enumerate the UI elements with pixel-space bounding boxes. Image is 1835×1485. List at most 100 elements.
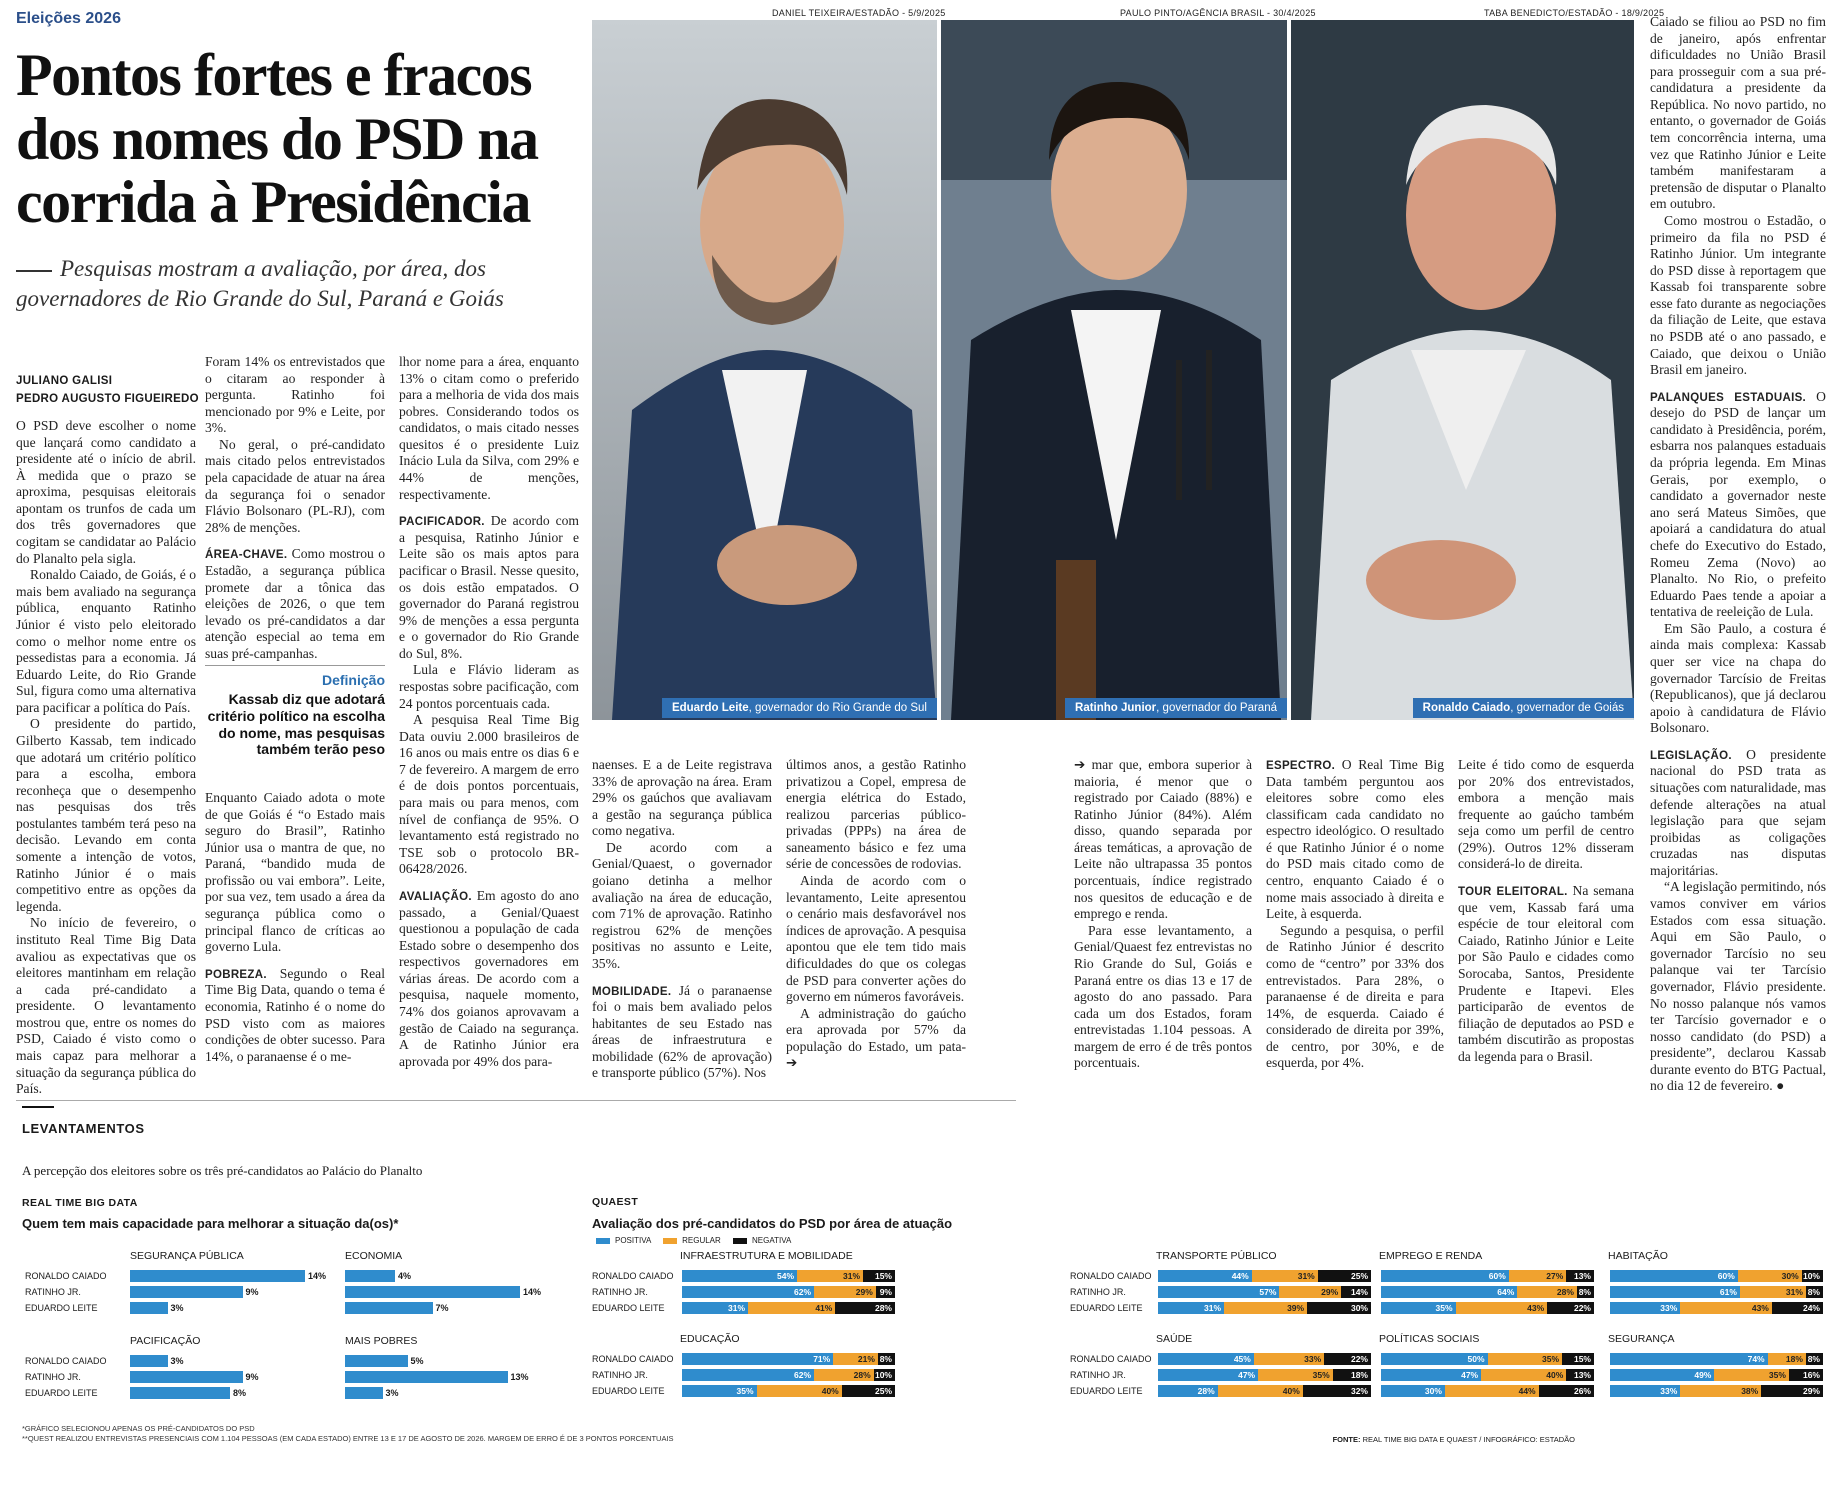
chart2-segment: 26% xyxy=(1538,1385,1594,1397)
chart2-segment: 29% xyxy=(814,1286,876,1298)
photo-eduardo-leite xyxy=(592,20,937,720)
chart1-bar-value: 3% xyxy=(170,1303,184,1313)
caption-role-1: , governador do Rio Grande do Sul xyxy=(748,702,927,714)
legend-negativa: NEGATIVA xyxy=(752,1236,792,1245)
paragraph-text: A administração do gaúcho era aprovada p… xyxy=(786,1005,966,1071)
photo-ratinho-junior xyxy=(941,20,1287,720)
paragraph: Enquanto Caiado adota o mote de que Goiá… xyxy=(205,790,385,956)
infographic-subtitle: A percepção dos eleitores sobre os três … xyxy=(22,1163,423,1178)
body-col-7: Espectro. O Real Time Big Data também pe… xyxy=(1266,757,1444,1072)
chart2-segment: 8% xyxy=(877,1353,895,1365)
paragraph: Caiado se filiou ao PSD no fim de janeir… xyxy=(1650,14,1826,213)
chart2-row-label: RONALDO CAIADO xyxy=(592,1354,674,1364)
paragraph: últimos anos, a gestão Ratinho privatizo… xyxy=(786,757,966,873)
footnotes: *GRÁFICO SELECIONOU APENAS OS PRÉ-CANDID… xyxy=(22,1424,674,1444)
paragraph-text: A pesquisa Real Time Big Data ouviu 2.00… xyxy=(399,712,579,877)
chart2-panel-title: INFRAESTRUTURA E MOBILIDADE xyxy=(680,1250,853,1262)
chart2-row-label: RONALDO CAIADO xyxy=(1070,1271,1152,1281)
paragraph: Ainda de acordo com o levantamento, Leit… xyxy=(786,873,966,1006)
chart2-row-label: RATINHO JR. xyxy=(1070,1287,1126,1297)
chart2-segment: 35% xyxy=(1258,1369,1333,1381)
body-col-6: ➔ mar que, embora superior à maioria, é … xyxy=(1074,757,1252,1072)
chart2-segment: 40% xyxy=(1217,1385,1303,1397)
footnote-1: *GRÁFICO SELECIONOU APENAS OS PRÉ-CANDID… xyxy=(22,1424,255,1433)
chart2-segment: 10% xyxy=(873,1369,895,1381)
chart1-bar-value: 8% xyxy=(233,1388,247,1398)
chart2-segment: 47% xyxy=(1381,1369,1482,1381)
chart2-title: Avaliação dos pré-candidatos do PSD por … xyxy=(592,1216,953,1231)
chart1-bar xyxy=(345,1387,383,1399)
chart2-row-label: EDUARDO LEITE xyxy=(592,1386,665,1396)
chart2-segment: 62% xyxy=(682,1286,815,1298)
caption-name-1: Eduardo Leite xyxy=(671,702,749,714)
paragraph-text: O presidente nacional do PSD trata as si… xyxy=(1650,746,1826,878)
chart1-bar xyxy=(345,1270,395,1282)
chart1-row-label: RATINHO JR. xyxy=(25,1287,81,1297)
chart2-row-label: RATINHO JR. xyxy=(1070,1370,1126,1380)
body-col-1: O PSD deve escolher o nome que lançará c… xyxy=(16,418,196,1098)
chart1-bar xyxy=(345,1371,508,1383)
paragraph: Lula e Flávio lideram as respostas sobre… xyxy=(399,662,579,712)
chart2-row-label: RATINHO JR. xyxy=(592,1370,648,1380)
photo-caption-1: Eduardo Leite, governador do Rio Grande … xyxy=(661,698,937,718)
paragraph-text: Como mostrou o Estadão, a segurança públ… xyxy=(205,546,385,661)
chart2-segment: 31% xyxy=(682,1302,749,1314)
chart2-panel-title: SAÚDE xyxy=(1156,1333,1193,1345)
paragraph: Espectro. O Real Time Big Data também pe… xyxy=(1266,757,1444,923)
paragraph: Pacificador. De acordo com a pesquisa, R… xyxy=(399,513,579,662)
chart2-segment: 31% xyxy=(1158,1302,1225,1314)
chart1-bar xyxy=(130,1270,305,1282)
chart2-panel-title: SEGURANÇA xyxy=(1608,1333,1675,1345)
chart2-panel-title: TRANSPORTE PÚBLICO xyxy=(1156,1250,1277,1262)
legend-swatch-regular xyxy=(663,1237,678,1244)
chart1-bar-value: 5% xyxy=(410,1356,424,1366)
chart2-segment: 35% xyxy=(682,1385,757,1397)
paragraph-text: Enquanto Caiado adota o mote de que Goiá… xyxy=(205,790,385,955)
paragraph-text: Caiado se filiou ao PSD no fim de janeir… xyxy=(1650,14,1826,212)
chart2-segment: 27% xyxy=(1508,1270,1567,1282)
chart2-segment: 33% xyxy=(1610,1385,1681,1397)
paragraph: Área-chave. Como mostrou o Estadão, a se… xyxy=(205,546,385,662)
paragraph: Legislação. O presidente nacional do PSD… xyxy=(1650,747,1826,880)
chart2-segment: 60% xyxy=(1381,1270,1509,1282)
chart2-segment: 44% xyxy=(1158,1270,1252,1282)
photo-ronaldo-caiado xyxy=(1291,20,1634,720)
paragraph: Como mostrou o Estadão, o primeiro da fi… xyxy=(1650,213,1826,379)
body-col-2a: Foram 14% os entrevistados que o citaram… xyxy=(205,354,385,662)
paragraph-text: lhor nome para a área, enquanto 13% o ci… xyxy=(399,354,579,502)
chart2-segment: 8% xyxy=(1805,1353,1823,1365)
chart2-segment: 64% xyxy=(1381,1286,1518,1298)
chart2-segment: 22% xyxy=(1324,1353,1371,1365)
subhead: Avaliação. xyxy=(399,890,472,903)
chart2-segment: 54% xyxy=(682,1270,798,1282)
chart2-segment: 31% xyxy=(797,1270,864,1282)
chart2-segment: 29% xyxy=(1761,1385,1823,1397)
paragraph-text: Foram 14% os entrevistados que o citaram… xyxy=(205,354,385,436)
chart2-panel-title: HABITAÇÃO xyxy=(1608,1250,1668,1262)
chart1-bar xyxy=(130,1371,243,1383)
chart1-bar xyxy=(130,1286,243,1298)
chart2-row-label: RATINHO JR. xyxy=(592,1287,648,1297)
legend-swatch-positiva xyxy=(596,1237,610,1244)
footnote-2: **QUEST REALIZOU ENTREVISTAS PRESENCIAIS… xyxy=(22,1434,674,1444)
chart1-bar xyxy=(130,1355,168,1367)
chart2-segment: 18% xyxy=(1332,1369,1371,1381)
paragraph: De acordo com a Genial/Quaest, o governa… xyxy=(592,840,772,973)
paragraph-text: Leite é tido como de esquerda por 20% do… xyxy=(1458,757,1634,872)
paragraph-text: naenses. E a de Leite registrava 33% de … xyxy=(592,757,772,839)
photo-eduardo-leite-image xyxy=(592,20,937,720)
chart1-row-label: RONALDO CAIADO xyxy=(25,1271,107,1281)
byline: JULIANO GALISI PEDRO AUGUSTO FIGUEIREDO xyxy=(16,372,199,409)
paragraph-text: Já o paranaense foi o mais bem avaliado … xyxy=(592,982,772,1081)
paragraph: Pobreza. Segundo o Real Time Big Data, q… xyxy=(205,966,385,1065)
photo-caption-2: Ratinho Junior, governador do Paraná xyxy=(1065,698,1287,718)
chart2-segment: 18% xyxy=(1767,1353,1806,1365)
chart2-panel-title: EMPREGO E RENDA xyxy=(1379,1250,1483,1262)
photo-ratinho-junior-image xyxy=(941,20,1287,720)
subhead: Pobreza. xyxy=(205,968,267,981)
chart1-panel-title: ECONOMIA xyxy=(345,1250,403,1262)
chart2-segment: 33% xyxy=(1253,1353,1325,1365)
infographic-divider xyxy=(16,1100,1016,1101)
chart2-segment: 29% xyxy=(1279,1286,1342,1298)
chart2-segment: 30% xyxy=(1737,1270,1802,1282)
